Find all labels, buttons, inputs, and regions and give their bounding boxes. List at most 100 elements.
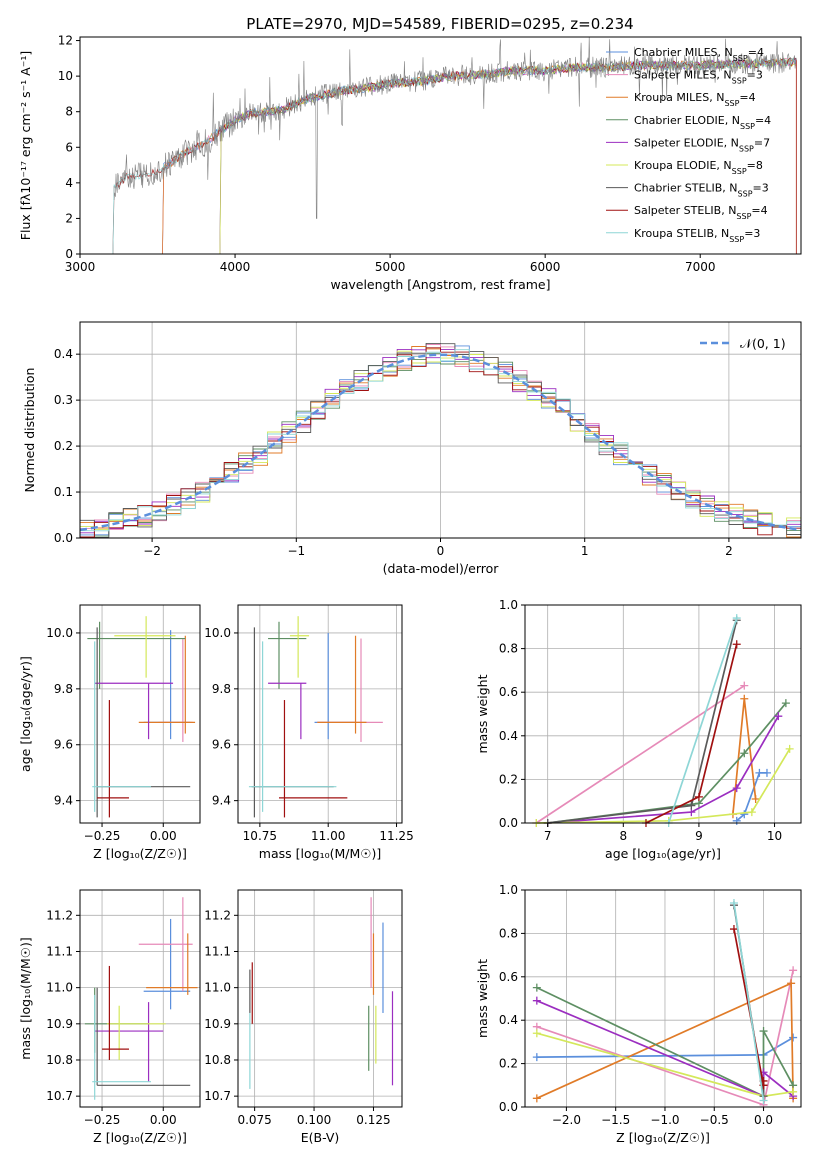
ebv-mass-ytick-label-1: 10.8: [204, 1053, 231, 1067]
z-weight-ylabel: mass weight: [475, 959, 490, 1038]
z-age-ylabel: age [log₁₀(age/yr)]: [18, 656, 33, 772]
z-weight-line-3: [536, 986, 794, 1098]
z-weight-xtick-label-2: −1.0: [650, 1113, 679, 1127]
z-weight-ytick-label-4: 0.8: [499, 926, 518, 940]
z-weight-marker-0-0: [532, 1053, 541, 1062]
z-mass-frame: [79, 889, 201, 1108]
mass-age-xlabel: mass [log₁₀(M/M☉)]: [259, 846, 381, 861]
normal-curve: [79, 353, 802, 532]
ebv-mass-ytick-label-0: 10.7: [204, 1089, 231, 1103]
mass-age-xtick-label-1: 11.00: [311, 829, 345, 843]
z-weight-marker-2-0: [532, 1094, 541, 1103]
z-weight-xtick-label-3: −0.5: [700, 1113, 729, 1127]
ebv-mass-panel: 0.075 0.100 0.125 10.7 10.8 10.9 11.0 11.1 11.2 E…: [204, 889, 403, 1145]
age-weight-marker-2-2: [751, 795, 760, 804]
z-age-xtick-label-1: 0.00: [150, 829, 177, 843]
spectrum-ytick-label-2: 4: [65, 176, 73, 190]
legend-label-8: Kroupa STELIB, NSSP=3: [634, 227, 760, 244]
z-weight-ytick-label-0: 0.0: [499, 1100, 518, 1114]
ebv-mass-ytick-label-2: 10.9: [204, 1017, 231, 1031]
mass-age-ytick-label-1: 9.6: [212, 738, 231, 752]
residuals-xtick-label-4: 2: [725, 544, 733, 558]
z-age-xlabel: Z [log₁₀(Z/Z☉)]: [93, 846, 187, 861]
z-mass-ytick-label-4: 11.1: [46, 944, 73, 958]
z-mass-xtick-label-1: 0.00: [150, 1113, 177, 1127]
z-age-panel: −0.25 0.00 9.4 9.6 9.8 10.0 Z [log₁₀(Z/Z☉)] age…: [18, 604, 201, 861]
z-age-ytick-label-3: 10.0: [46, 626, 73, 640]
spectrum-xtick-label-1: 4000: [220, 260, 251, 274]
ebv-mass-xtick-label-1: 0.100: [297, 1113, 331, 1127]
residual-hist-6: [80, 342, 801, 538]
spectrum-ytick-label-6: 12: [58, 34, 73, 48]
ebv-mass-xlabel: E(B-V): [301, 1130, 340, 1145]
mass-age-frame: [237, 604, 403, 824]
mass-age-ytick-label-2: 9.8: [212, 682, 231, 696]
mass-age-xtick-label-2: 11.25: [379, 829, 413, 843]
z-age-xtick-label-0: −0.25: [84, 829, 121, 843]
age-weight-marker-7-2: [732, 640, 741, 649]
age-weight-marker-1-1: [740, 681, 749, 690]
age-weight-marker-7-1: [694, 792, 703, 801]
z-weight-marker-7-0: [729, 925, 738, 934]
legend-label-5: Kroupa ELODIE, NSSP=8: [634, 159, 763, 176]
age-weight-marker-0-2: [755, 768, 764, 777]
z-weight-marker-8-1: [759, 1096, 768, 1105]
z-weight-line-8: [733, 902, 765, 1101]
age-weight-marker-3-2: [740, 749, 749, 758]
residuals-xtick-label-3: 1: [581, 544, 589, 558]
age-weight-xtick-label-3: 10: [767, 829, 782, 843]
age-weight-xlabel: age [log₁₀(age/yr)]: [605, 846, 721, 861]
age-weight-xtick-label-2: 9: [695, 829, 703, 843]
age-weight-marker-0-1: [740, 810, 749, 819]
age-weight-marker-2-1: [740, 694, 749, 703]
age-weight-line-1: [535, 684, 745, 824]
z-mass-ylabel: mass [log₁₀(M/M☉)]: [18, 937, 33, 1059]
spectrum-title: PLATE=2970, MJD=54589, FIBERID=0295, z=0…: [246, 15, 633, 33]
normal-legend-label: 𝒩(0, 1): [740, 336, 786, 351]
residuals-xtick-label-0: −2: [143, 544, 161, 558]
spectrum-frame: [79, 36, 802, 255]
age-weight-line-8: [667, 617, 738, 824]
z-weight-marker-4-0: [532, 996, 541, 1005]
age-weight-marker-4-2: [732, 784, 741, 793]
age-weight-panel: 7 8 9 10 0.0 0.2 0.4 0.6 0.8 1.0 age [log₁₀(age/yr…: [475, 598, 802, 861]
age-weight-line-3: [547, 702, 787, 824]
legend-label-1: Salpeter MILES, NSSP=3: [634, 69, 763, 86]
age-weight-line-4: [547, 715, 780, 824]
legend-label-4: Salpeter ELODIE, NSSP=7: [634, 136, 770, 153]
z-weight-ytick-label-3: 0.6: [499, 970, 518, 984]
age-weight-marker-0-3: [762, 768, 771, 777]
spectrum-ytick-label-3: 6: [65, 140, 73, 154]
mass-age-panel: 10.75 11.00 11.25 9.4 9.6 9.8 10.0 mass [log₁₀(…: [204, 604, 414, 861]
age-weight-ytick-label-5: 1.0: [499, 598, 518, 612]
mass-age-ytick-label-3: 10.0: [204, 626, 231, 640]
z-weight-ytick-label-2: 0.4: [499, 1013, 518, 1027]
age-weight-marker-3-3: [781, 699, 790, 708]
z-weight-marker-5-2: [789, 1087, 798, 1096]
z-mass-ytick-label-2: 10.9: [46, 1017, 73, 1031]
z-age-ytick-label-2: 9.8: [54, 682, 73, 696]
residuals-xlabel: (data-model)/error: [383, 561, 500, 576]
z-age-ytick-label-0: 9.4: [54, 794, 73, 808]
z-weight-ytick-label-1: 0.2: [499, 1057, 518, 1071]
spectrum-series-7: [112, 57, 797, 255]
ebv-mass-xtick-label-0: 0.075: [237, 1113, 271, 1127]
age-weight-marker-5-3: [785, 744, 794, 753]
spectrum-panel: 3000 4000 5000 6000 7000 0 2 4 6 8 10 12 wavelength …: [18, 34, 802, 292]
ebv-mass-frame: [237, 889, 403, 1108]
residuals-ytick-label-3: 0.3: [54, 393, 73, 407]
z-weight-marker-2-1: [787, 979, 796, 988]
z-mass-ytick-label-3: 11.0: [46, 981, 73, 995]
z-weight-xtick-label-0: −2.0: [552, 1113, 581, 1127]
residuals-ytick-label-4: 0.4: [54, 347, 73, 361]
spectrum-ytick-label-5: 10: [58, 69, 73, 83]
z-weight-marker-3-2: [759, 1027, 768, 1036]
residuals-xtick-label-2: 0: [437, 544, 445, 558]
z-weight-xtick-label-1: −1.5: [601, 1113, 630, 1127]
spectrum-xtick-label-2: 5000: [375, 260, 406, 274]
mass-age-ytick-label-0: 9.4: [212, 794, 231, 808]
z-mass-panel: −0.25 0.00 10.7 10.8 10.9 11.0 11.1 11.2 Z [log₁…: [18, 889, 201, 1145]
residuals-ytick-label-1: 0.1: [54, 485, 73, 499]
ebv-mass-xtick-label-2: 0.125: [356, 1113, 390, 1127]
